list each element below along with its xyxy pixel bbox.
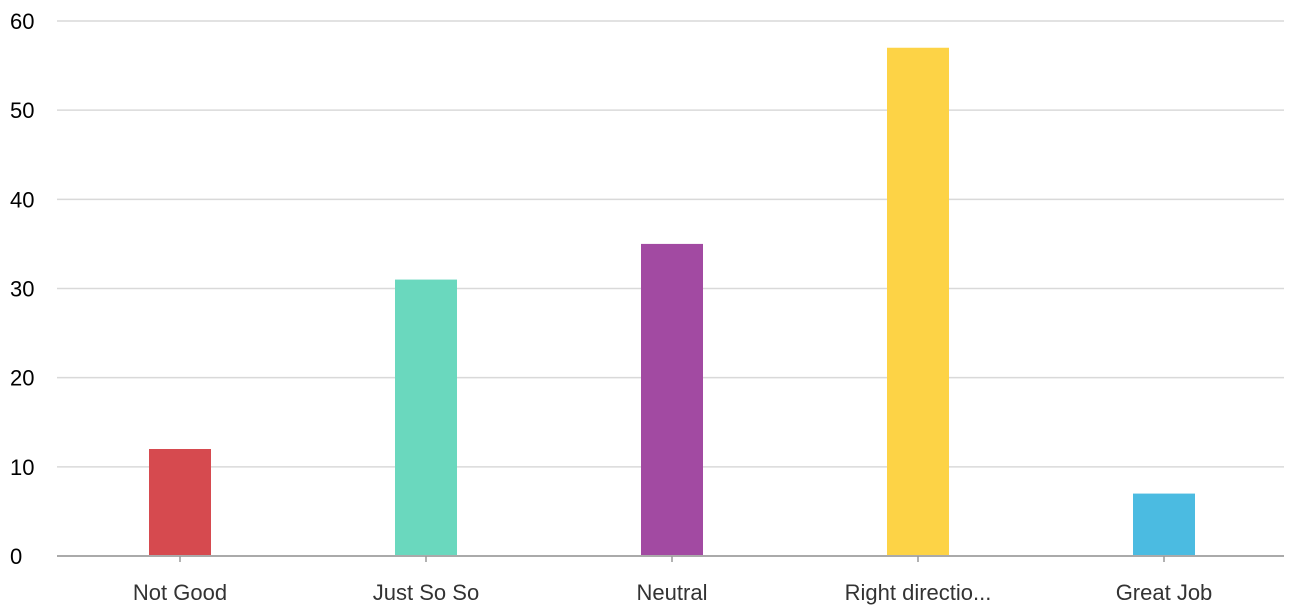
x-axis (57, 555, 1284, 562)
y-axis-labels: 0 10 20 30 40 50 60 (10, 9, 34, 569)
bar-5 (1133, 493, 1195, 556)
bars (149, 47, 1195, 556)
y-tick-label: 20 (10, 366, 34, 391)
x-tick-label: Not Good (133, 580, 227, 605)
x-tick-label: Great Job (1116, 580, 1213, 605)
x-tick-label: Just So So (373, 580, 479, 605)
y-tick-label: 50 (10, 98, 34, 123)
y-tick-label: 30 (10, 277, 34, 302)
y-tick-label: 60 (10, 9, 34, 34)
bar-4 (887, 47, 949, 556)
x-tick-label: Neutral (637, 580, 708, 605)
y-tick-label: 40 (10, 187, 34, 212)
bar-1 (149, 449, 211, 556)
bar-3 (641, 243, 703, 556)
y-tick-label: 0 (10, 544, 22, 569)
x-axis-labels: Not Good Just So So Neutral Right directio.… (133, 580, 1212, 605)
y-tick-label: 10 (10, 455, 34, 480)
x-tick-label: Right directio... (845, 580, 992, 605)
bar-2 (395, 279, 457, 556)
